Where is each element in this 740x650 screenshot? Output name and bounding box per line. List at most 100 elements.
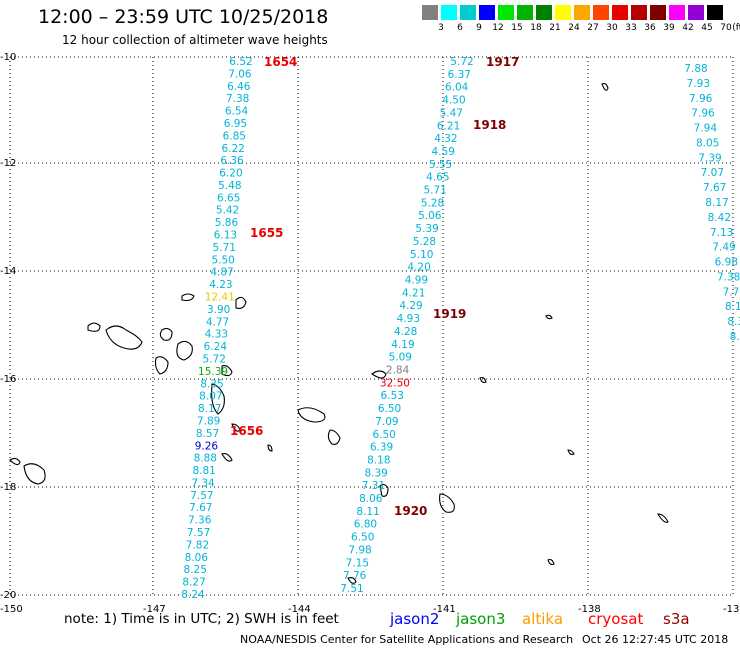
swh-value: 6.22: [221, 143, 244, 155]
legend-label: 33: [625, 23, 637, 33]
swh-value: 4.65: [426, 172, 449, 184]
swh-value: 5.28: [421, 197, 444, 209]
track-time: 1656: [230, 424, 263, 438]
swh-value: 6.95: [224, 118, 247, 130]
swh-value: 6.50: [372, 429, 395, 441]
swh-value: 4.23: [209, 279, 232, 291]
swh-value: 5.55: [429, 159, 452, 171]
island: [176, 340, 193, 361]
legend-label: 9: [476, 23, 482, 33]
island: [87, 322, 101, 332]
swh-value: 4.28: [394, 326, 417, 338]
legend-label: 6: [457, 23, 463, 33]
track-time: 1919: [433, 307, 466, 321]
swh-value: 8.17: [705, 197, 728, 209]
swh-value: 8.05: [696, 137, 719, 149]
swh-value: 4.29: [399, 300, 422, 312]
swh-value: 4.87: [210, 267, 233, 279]
island: [23, 463, 46, 485]
satellite-label: cryosat: [588, 610, 644, 628]
swh-value: 8.25: [184, 564, 207, 576]
swh-value: 8.1: [725, 301, 740, 313]
legend-swatch: [422, 5, 438, 20]
legend-label: 12: [492, 23, 504, 33]
island: [267, 444, 273, 452]
swh-value: 6.04: [445, 82, 469, 94]
legend-label: 27: [587, 23, 599, 33]
swh-value: 7.57: [190, 490, 213, 502]
lon-label: -144: [288, 604, 311, 615]
island-outlines: [9, 82, 669, 584]
swh-value: 5.71: [423, 185, 446, 197]
island: [211, 383, 225, 415]
legend-swatch: [593, 5, 609, 20]
swh-value: 8.42: [708, 212, 731, 224]
legend-label: 39: [663, 23, 675, 33]
swh-value: 7.94: [694, 123, 718, 135]
swh-value: 7.07: [701, 167, 724, 179]
lat-label: -12: [0, 158, 16, 169]
swh-value: 5.06: [418, 210, 442, 222]
swh-value: 8.27: [182, 577, 205, 589]
swh-value: 4.59: [432, 146, 455, 158]
satellite-label: s3a: [663, 610, 690, 628]
lon-label: -135: [723, 604, 740, 615]
swh-value: 5.10: [410, 249, 433, 261]
swh-value: 7.36: [188, 515, 212, 527]
swh-value: 6.20: [219, 168, 242, 180]
track-time: 1918: [473, 118, 506, 132]
swh-value: 6.39: [370, 442, 393, 454]
swh-value: 7.93: [687, 78, 710, 90]
swh-value: 6.50: [378, 403, 401, 415]
lat-label: -18: [0, 482, 16, 493]
island: [221, 453, 233, 462]
swh-value: 7.67: [189, 502, 212, 514]
swh-value: 5.86: [215, 217, 239, 229]
island: [231, 423, 241, 432]
legend-swatch: [688, 5, 704, 20]
legend-swatch: [536, 5, 552, 20]
lat-lon-grid: [9, 56, 734, 596]
lat-label: -16: [0, 374, 16, 385]
swh-value: 4.50: [442, 95, 465, 107]
lon-label: -150: [0, 604, 23, 615]
island: [545, 314, 553, 320]
swh-value: 4.77: [206, 316, 229, 328]
island: [439, 493, 455, 513]
island: [379, 483, 389, 497]
swh-value: 8.24: [181, 589, 205, 601]
swh-value: 6.13: [214, 230, 237, 242]
island: [479, 376, 487, 384]
swh-value: 8.18: [367, 454, 390, 466]
note-text: note: 1) Time is in UTC; 2) SWH is in fe…: [64, 611, 339, 627]
swh-value: 5.09: [389, 352, 412, 364]
swh-value: 7.06: [228, 68, 252, 80]
legend-swatch: [555, 5, 571, 20]
swh-value: 6.46: [227, 81, 251, 93]
swh-value: 7.82: [186, 539, 209, 551]
island: [105, 325, 143, 350]
swh-value: 8.39: [364, 467, 387, 479]
swh-value: 8.88: [194, 453, 217, 465]
island: [297, 407, 326, 423]
swh-value: 6.53: [381, 390, 404, 402]
swh-value: 5.71: [213, 242, 236, 254]
swh-value: 8.1: [730, 331, 740, 343]
swh-value: 7.76: [343, 570, 367, 582]
swh-value: 4.99: [405, 275, 428, 287]
island: [547, 558, 555, 566]
lon-label: -147: [143, 604, 166, 615]
swh-value: 4.33: [205, 329, 228, 341]
swh-value: 7.39: [698, 152, 721, 164]
swh-value: 3.90: [207, 304, 230, 316]
legend-label: 3: [438, 23, 444, 33]
satellite-label: jason3: [456, 610, 506, 628]
swh-value: 4.21: [402, 287, 425, 299]
swh-value: 8.81: [192, 465, 215, 477]
swh-value: 12.41: [205, 292, 235, 304]
swh-value: 7.96: [689, 93, 713, 105]
legend-label: 21: [549, 23, 561, 33]
legend-label: 70: [720, 23, 732, 33]
track-time: 1654: [264, 55, 297, 69]
swh-value: 7.09: [375, 416, 398, 428]
